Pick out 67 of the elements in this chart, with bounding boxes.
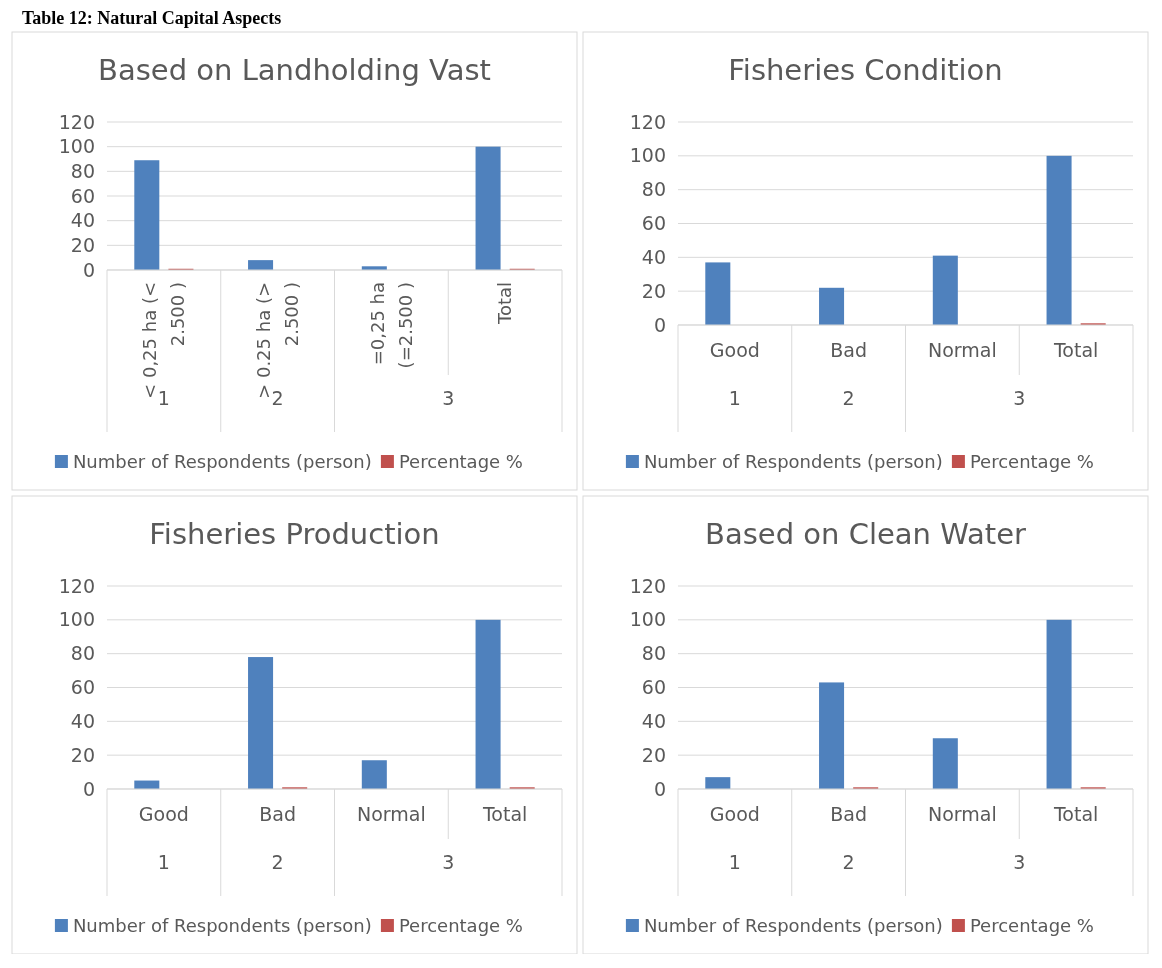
- x-tick-label: Total: [494, 282, 516, 326]
- legend-label: Percentage %: [398, 451, 523, 472]
- x-tick-label: Normal: [928, 339, 997, 361]
- y-tick-label: 20: [641, 743, 666, 766]
- chart-title: Fisheries Production: [149, 517, 440, 551]
- y-tick-label: 80: [70, 159, 95, 182]
- legend-label: Number of Respondents (person): [72, 915, 372, 936]
- legend-label: Percentage %: [969, 451, 1094, 472]
- x-tick-label: Total: [1052, 339, 1099, 361]
- legend-label: Number of Respondents (person): [643, 915, 943, 936]
- x-tick-label: Bad: [830, 803, 867, 825]
- text: 2: [842, 851, 855, 873]
- chart-title: Based on Landholding Vast: [98, 53, 491, 87]
- y-tick-label: 40: [70, 209, 95, 232]
- text: 3: [1013, 387, 1026, 409]
- legend-label: Number of Respondents (person): [72, 451, 372, 472]
- text: 1: [728, 851, 741, 873]
- x-tick-label: Normal: [357, 803, 426, 825]
- y-tick-label: 20: [70, 743, 95, 766]
- y-tick-label: 100: [58, 135, 95, 158]
- legend-label: Percentage %: [398, 915, 523, 936]
- y-tick-label: 60: [70, 676, 95, 699]
- text: 3: [442, 387, 455, 409]
- text: 1: [157, 387, 170, 409]
- y-tick-label: 100: [629, 144, 666, 167]
- y-tick-label: 120: [58, 574, 95, 597]
- x-tick-label: =0,25 ha (=2.500 ): [366, 282, 416, 369]
- y-tick-label: 100: [629, 608, 666, 631]
- y-tick-label: 80: [70, 642, 95, 665]
- x-tick-label: Normal: [928, 803, 997, 825]
- y-tick-label: 60: [70, 184, 95, 207]
- y-tick-label: 0: [82, 258, 95, 281]
- x-tick-label: Total: [1052, 803, 1099, 825]
- chart-title: Based on Clean Water: [705, 517, 1026, 551]
- y-tick-label: 80: [641, 642, 666, 665]
- legend-label: Percentage %: [969, 915, 1094, 936]
- x-tick-label: Good: [709, 803, 760, 825]
- y-tick-label: 0: [82, 777, 95, 800]
- y-tick-label: 80: [641, 178, 666, 201]
- text: 2: [271, 851, 284, 873]
- x-tick-label: Good: [709, 339, 760, 361]
- x-tick-label: Bad: [259, 803, 296, 825]
- x-tick-label: Bad: [830, 339, 867, 361]
- x-tick-label: Good: [138, 803, 189, 825]
- text: 1: [157, 851, 170, 873]
- text: 2: [842, 387, 855, 409]
- y-tick-label: 0: [653, 777, 666, 800]
- y-tick-label: 120: [58, 110, 95, 133]
- legend-label: Number of Respondents (person): [643, 451, 943, 472]
- y-tick-label: 100: [58, 608, 95, 631]
- text: 1: [728, 387, 741, 409]
- chart-title: Fisheries Condition: [728, 53, 1003, 87]
- y-tick-label: 40: [641, 709, 666, 732]
- text: 2: [271, 387, 284, 409]
- y-tick-label: 40: [70, 709, 95, 732]
- x-tick-label: Total: [481, 803, 528, 825]
- y-tick-label: 60: [641, 676, 666, 699]
- text: Table 12: Natural Capital Aspects: [22, 8, 282, 28]
- y-tick-label: 120: [629, 110, 666, 133]
- y-tick-label: 20: [70, 233, 95, 256]
- text: 3: [442, 851, 455, 873]
- y-tick-label: 120: [629, 574, 666, 597]
- text: 3: [1013, 851, 1026, 873]
- y-tick-label: 0: [653, 313, 666, 336]
- y-tick-label: 40: [641, 245, 666, 268]
- y-tick-label: 60: [641, 212, 666, 235]
- y-tick-label: 20: [641, 279, 666, 302]
